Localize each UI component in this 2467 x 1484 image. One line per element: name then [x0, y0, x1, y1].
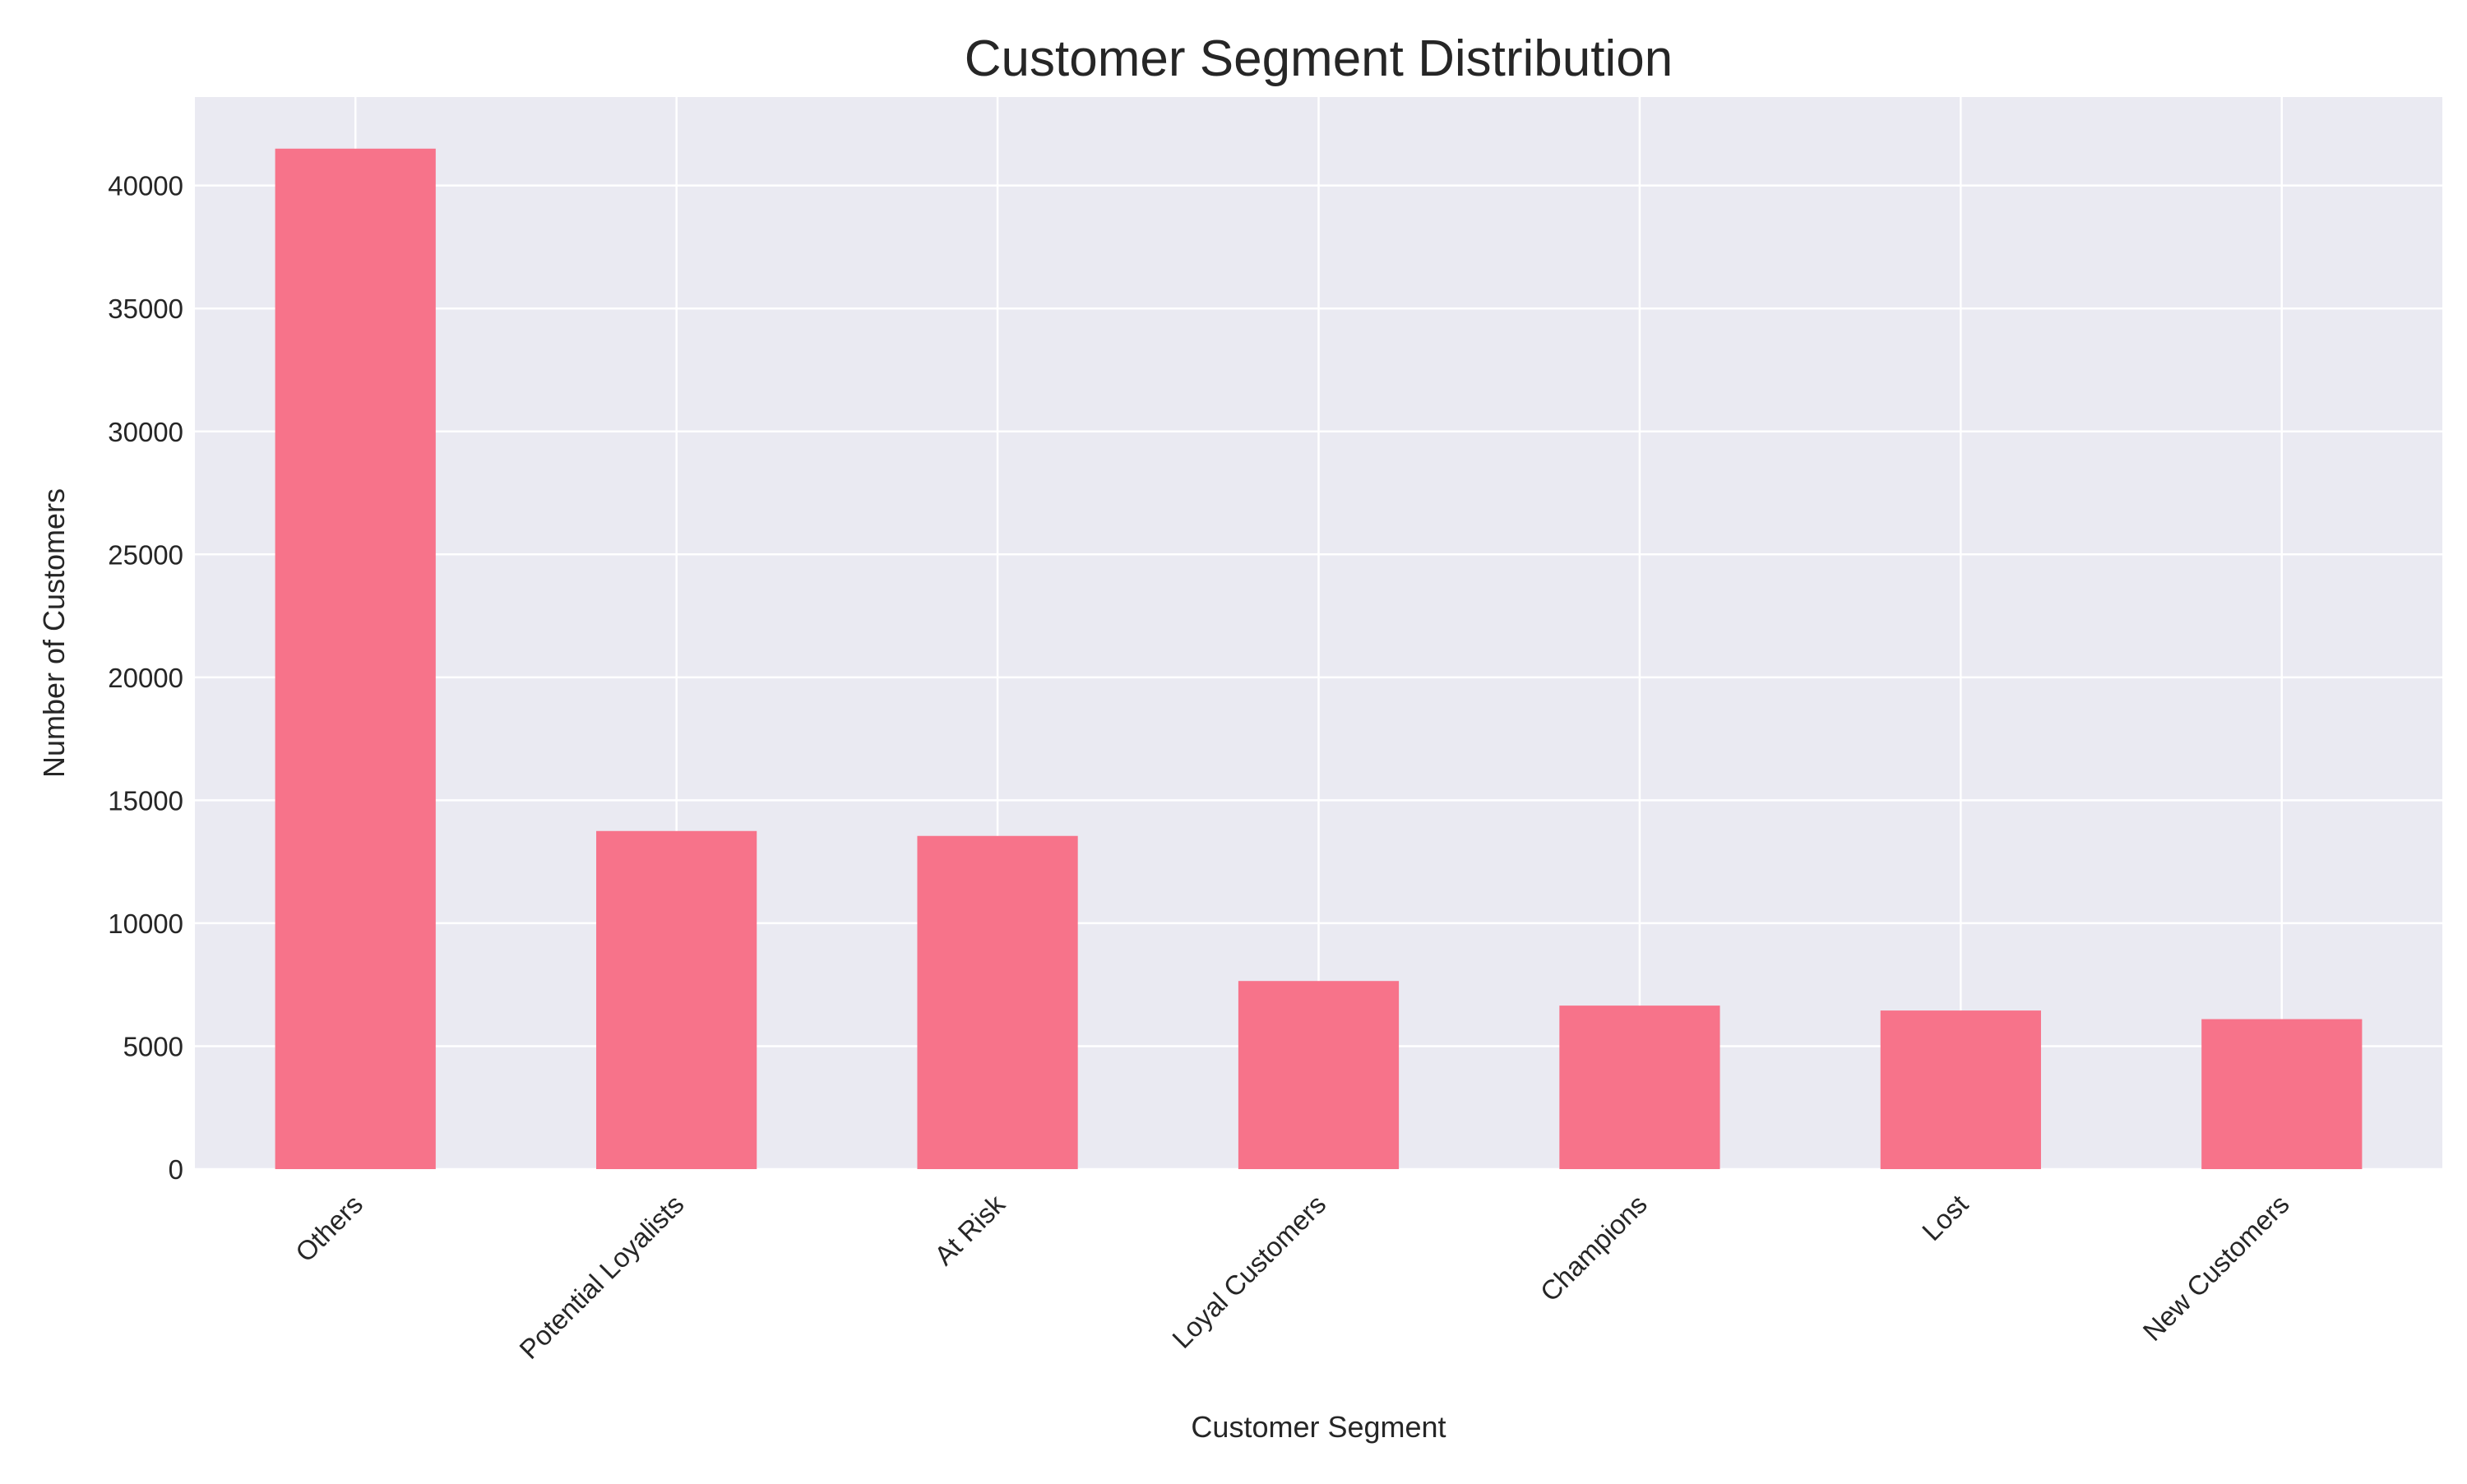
x-tick-label: Champions — [1534, 1189, 1653, 1307]
x-tick-label: Potential Loyalists — [513, 1189, 689, 1365]
y-axis-ticks: 0 5000 10000 15000 20000 25000 30000 35000 40000 — [108, 171, 183, 1185]
x-tick-label: At Risk — [928, 1188, 1011, 1270]
y-tick-label: 20000 — [108, 663, 183, 693]
bar — [1880, 1010, 2041, 1169]
y-tick-label: 5000 — [123, 1031, 183, 1061]
bar — [1559, 1006, 1720, 1169]
x-tick-label: Lost — [1916, 1189, 1974, 1246]
bar — [917, 835, 1078, 1169]
y-tick-label: 40000 — [108, 171, 183, 201]
y-tick-label: 30000 — [108, 417, 183, 447]
bar — [2201, 1019, 2363, 1169]
y-tick-label: 10000 — [108, 908, 183, 939]
y-tick-label: 0 — [169, 1154, 183, 1185]
x-tick-label: New Customers — [2137, 1189, 2295, 1347]
x-axis-ticks: Others Potential Loyalists At Risk Loyal Cu… — [289, 1188, 2295, 1365]
bar — [1238, 981, 1400, 1169]
x-tick-label: Others — [289, 1189, 368, 1268]
bar — [596, 830, 757, 1169]
x-tick-label: Loyal Customers — [1166, 1189, 1331, 1354]
y-tick-label: 35000 — [108, 294, 183, 324]
y-axis-label: Number of Customers — [37, 488, 71, 778]
bars — [275, 148, 2363, 1169]
chart-title: Customer Segment Distribution — [965, 30, 1673, 87]
y-tick-label: 25000 — [108, 539, 183, 570]
bar — [275, 148, 436, 1169]
x-axis-label: Customer Segment — [1191, 1410, 1446, 1444]
y-tick-label: 15000 — [108, 785, 183, 816]
